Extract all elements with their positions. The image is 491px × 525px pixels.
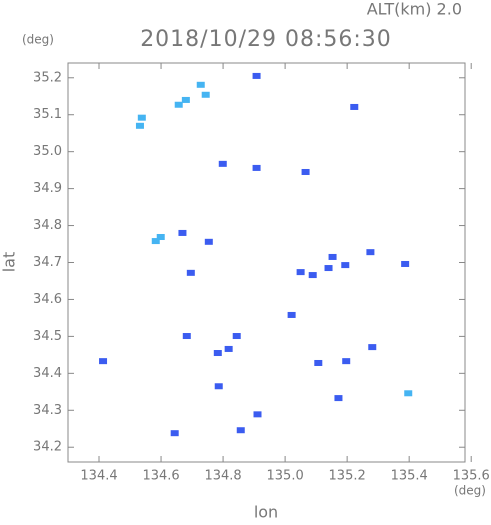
echo: [401, 260, 410, 267]
y-tick-label: 34.2: [33, 440, 62, 455]
y-axis-label: lat: [0, 252, 19, 273]
echo: [186, 269, 195, 276]
echo: [201, 91, 210, 98]
echo: [404, 390, 413, 397]
echo: [334, 395, 343, 402]
echo: [252, 164, 261, 171]
y-tick-label: 34.4: [33, 366, 62, 381]
echo: [253, 411, 262, 418]
echo: [135, 122, 144, 129]
echo: [308, 272, 317, 279]
echo: [301, 168, 310, 175]
x-tick-label: 134.4: [80, 469, 117, 484]
echo: [99, 358, 108, 365]
x-tick-label: 134.8: [204, 469, 241, 484]
x-axis-label: lon: [254, 503, 278, 522]
y-tick-label: 34.7: [33, 255, 62, 270]
echo: [287, 311, 296, 318]
echo: [324, 265, 333, 272]
chart-subtitle: ALT(km) 2.0: [367, 0, 462, 19]
echo: [182, 333, 191, 340]
x-unit: (deg): [454, 484, 486, 498]
echo: [151, 238, 160, 245]
y-tick-label: 34.8: [33, 218, 62, 233]
y-tick-label: 34.6: [33, 292, 62, 307]
y-tick-label: 34.9: [33, 181, 62, 196]
echo: [224, 345, 233, 352]
y-tick-label: 34.3: [33, 403, 62, 418]
echo: [341, 262, 350, 269]
echo: [368, 344, 377, 351]
y-tick-label: 35.0: [33, 144, 62, 159]
y-tick-label: 35.1: [33, 107, 62, 122]
x-tick-label: 135.4: [391, 469, 428, 484]
echo: [170, 430, 179, 437]
y-tick-label: 35.2: [33, 70, 62, 85]
echo: [236, 427, 245, 434]
x-tick-label: 135.0: [267, 469, 304, 484]
echo: [342, 358, 351, 365]
echo: [178, 229, 187, 236]
echo: [366, 249, 375, 256]
echo: [156, 234, 165, 241]
x-tick-label: 135.2: [329, 469, 366, 484]
echo: [252, 72, 261, 79]
echo: [314, 359, 323, 366]
echo: [204, 238, 213, 245]
echo: [196, 81, 205, 88]
chart-title: 2018/10/29 08:56:30: [140, 27, 392, 52]
echo: [296, 269, 305, 276]
x-tick-label: 134.6: [142, 469, 179, 484]
y-unit: (deg): [22, 33, 54, 47]
echo: [181, 96, 190, 103]
y-tick-label: 34.5: [33, 329, 62, 344]
echo: [213, 350, 222, 357]
echo: [214, 383, 223, 390]
echo: [328, 253, 337, 260]
echo: [232, 333, 241, 340]
echo: [174, 101, 183, 108]
echo: [137, 114, 146, 121]
echo: [218, 160, 227, 167]
x-tick-label: 135.6: [453, 469, 490, 484]
echo: [350, 103, 359, 110]
